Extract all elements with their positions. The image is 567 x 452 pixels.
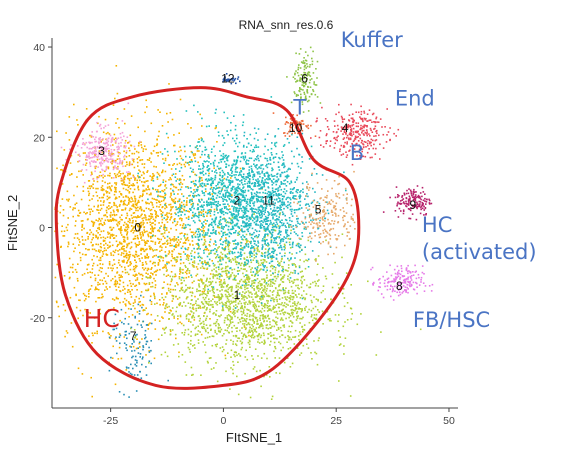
chart-title: RNA_snn_res.0.6 xyxy=(239,18,334,32)
cluster-label-4: 4 xyxy=(342,121,349,135)
y-tick-label: -20 xyxy=(30,313,45,325)
cluster-label-7: 7 xyxy=(130,329,137,343)
cluster-label-10: 10 xyxy=(289,121,303,135)
cluster-9-points xyxy=(382,185,433,221)
cluster-label-5: 5 xyxy=(315,202,322,216)
cluster-7-points xyxy=(108,294,169,398)
cluster-8-points xyxy=(370,264,434,301)
cluster-label-2: 2 xyxy=(234,193,241,207)
cluster-1-points xyxy=(126,186,422,400)
scatter-points xyxy=(54,46,434,400)
hc-outline xyxy=(54,86,361,390)
y-axis-label: FItSNE_2 xyxy=(5,195,20,251)
annotation-7: HC xyxy=(84,304,120,333)
x-ticks: -25 0 25 50 xyxy=(103,408,455,427)
cluster-label-12: 12 xyxy=(221,72,235,86)
x-tick-label: -25 xyxy=(103,415,118,427)
cluster-0-points xyxy=(54,65,263,398)
cluster-3-points xyxy=(60,102,141,184)
annotation-0: Kuffer xyxy=(341,28,403,52)
cluster-label-3: 3 xyxy=(98,144,105,158)
cluster-label-9: 9 xyxy=(410,198,417,212)
x-tick-label: 50 xyxy=(443,415,455,427)
annotation-1: End xyxy=(395,87,435,111)
cluster-label-0: 0 xyxy=(134,221,141,235)
x-tick-label: 0 xyxy=(221,415,227,427)
cluster-label-1: 1 xyxy=(234,288,241,302)
cluster-5-points xyxy=(290,169,356,262)
annotations: Kuffer End T B HC (activated) FB/HSC HC xyxy=(84,28,537,333)
annotation-4: HC xyxy=(422,213,452,237)
y-tick-label: 0 xyxy=(39,223,45,235)
x-tick-label: 25 xyxy=(330,415,342,427)
y-ticks: -20 0 20 40 xyxy=(30,42,52,325)
annotation-5: (activated) xyxy=(422,240,537,264)
annotation-3: B xyxy=(350,141,364,165)
cluster-label-6: 6 xyxy=(301,72,308,86)
cluster-4-points xyxy=(310,103,400,166)
annotation-6: FB/HSC xyxy=(413,308,490,332)
cluster-label-8: 8 xyxy=(396,279,403,293)
cluster-12-points xyxy=(222,73,241,85)
x-axis-label: FItSNE_1 xyxy=(226,430,282,445)
annotation-2: T xyxy=(292,96,306,120)
cluster-6-points xyxy=(286,46,322,113)
cluster-label-11: 11 xyxy=(262,193,275,207)
y-tick-label: 40 xyxy=(33,42,45,54)
y-tick-label: 20 xyxy=(33,132,45,144)
